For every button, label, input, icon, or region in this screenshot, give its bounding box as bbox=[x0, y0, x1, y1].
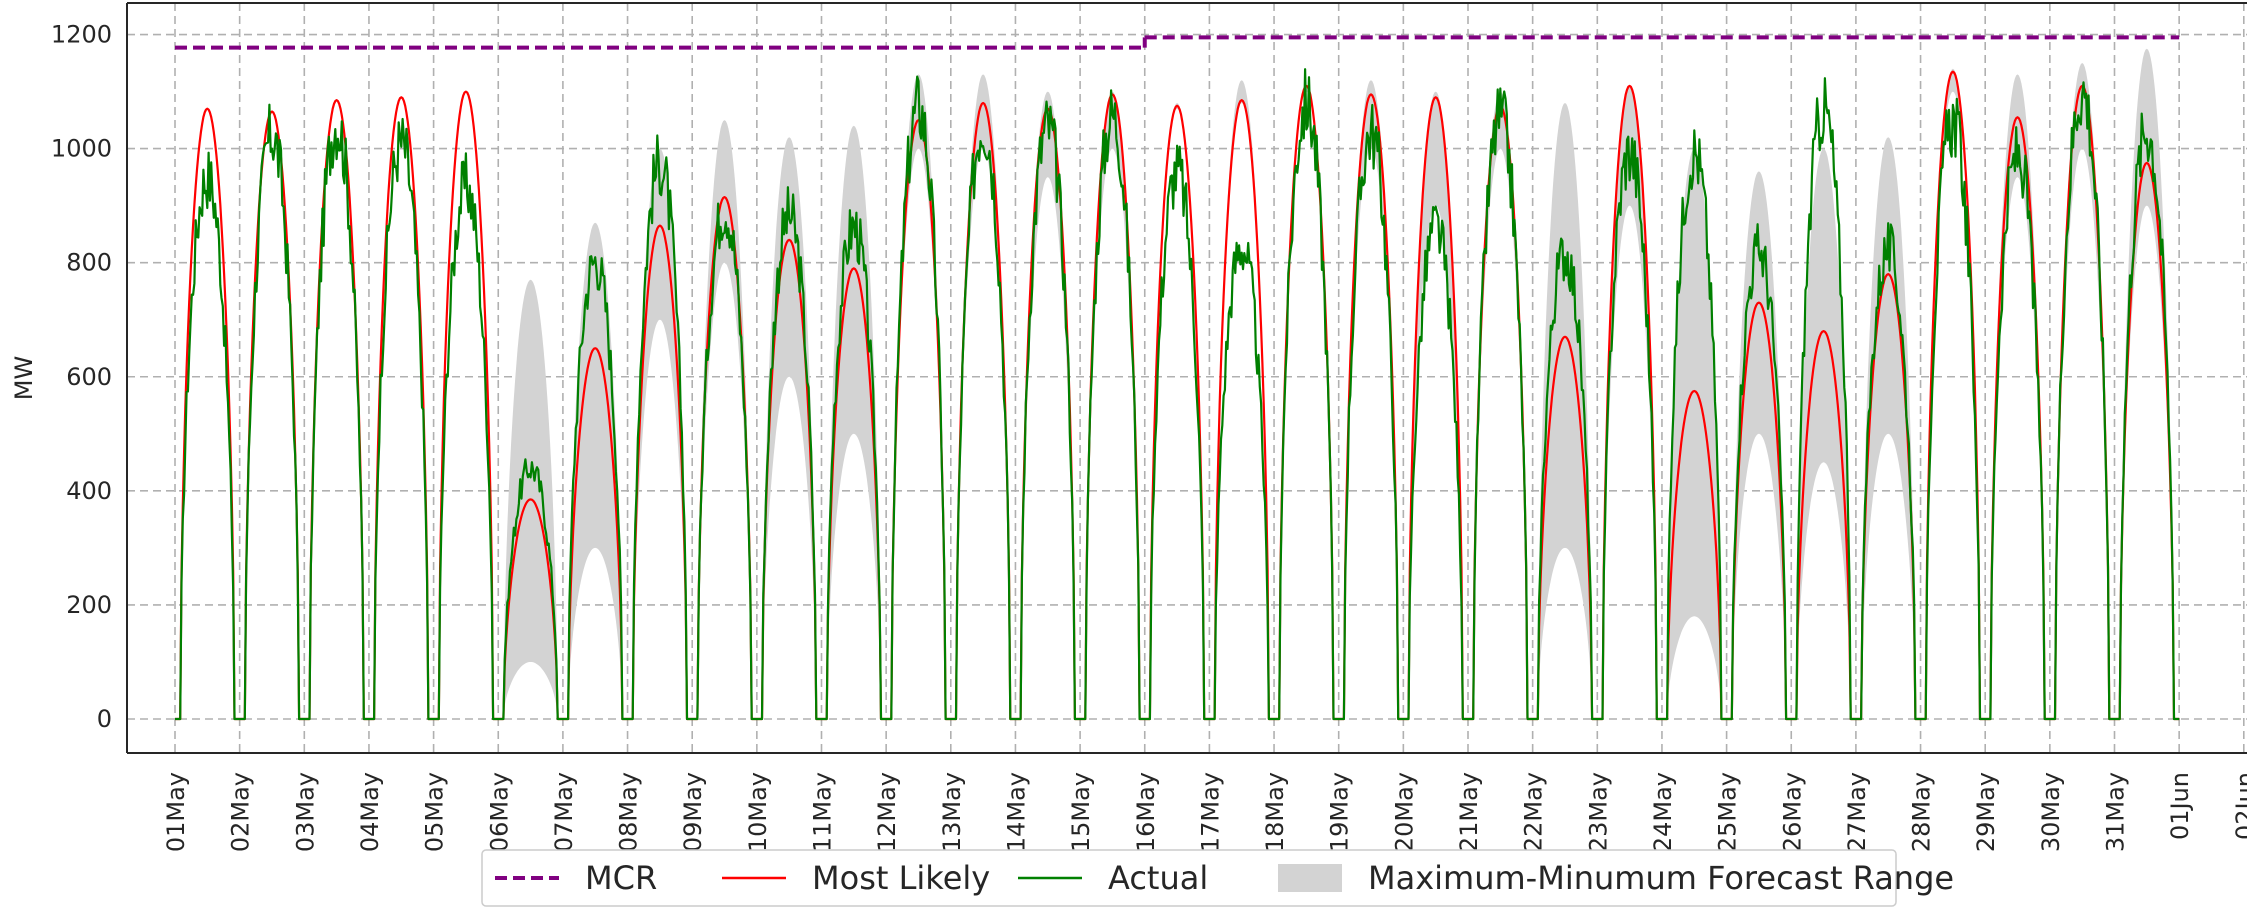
x-tick-label: 29May bbox=[1972, 772, 2000, 852]
x-tick-label: 10May bbox=[744, 772, 772, 852]
legend-label: Actual bbox=[1108, 859, 1208, 897]
x-tick-label: 05May bbox=[421, 772, 449, 852]
series-layer bbox=[175, 35, 2180, 721]
x-tick-label: 30May bbox=[2037, 772, 2065, 852]
y-tick-label: 1200 bbox=[51, 21, 112, 49]
x-tick-label: 13May bbox=[938, 772, 966, 852]
x-tick-label: 03May bbox=[291, 772, 319, 852]
x-tick-label: 11May bbox=[809, 772, 837, 852]
most-likely-line bbox=[175, 70, 2180, 721]
x-tick-label: 12May bbox=[873, 772, 901, 852]
x-tick-label: 18May bbox=[1261, 772, 1289, 852]
axes-layer: 0 200 400 600 800 1000 1200 01May 02May 03May 04Ma… bbox=[51, 2, 2247, 852]
legend-swatch bbox=[1278, 864, 1342, 892]
band-layer bbox=[175, 48, 2178, 720]
actual-line bbox=[175, 68, 2180, 721]
x-tick-label: 24May bbox=[1649, 772, 1677, 852]
x-tick-label: 02Jun bbox=[2231, 772, 2247, 840]
y-tick-label: 0 bbox=[97, 705, 112, 733]
x-tick-label: 14May bbox=[1002, 772, 1030, 852]
x-tick-label: 15May bbox=[1067, 772, 1095, 852]
x-tick-label: 23May bbox=[1584, 772, 1612, 852]
forecast-range-band bbox=[175, 48, 2178, 720]
x-tick-label: 20May bbox=[1390, 772, 1418, 852]
x-tick-label: 26May bbox=[1778, 772, 1806, 852]
x-tick-label: 17May bbox=[1196, 772, 1224, 852]
legend-label: Most Likely bbox=[812, 859, 990, 897]
x-tick-label: 21May bbox=[1455, 772, 1483, 852]
x-tick-label: 16May bbox=[1132, 772, 1160, 852]
x-tick-label: 25May bbox=[1714, 772, 1742, 852]
x-tick-label: 04May bbox=[356, 772, 384, 852]
x-tick-label: 22May bbox=[1520, 772, 1548, 852]
x-tick-label: 28May bbox=[1908, 772, 1936, 852]
y-tick-label: 400 bbox=[66, 477, 112, 505]
grid-layer bbox=[127, 3, 2247, 753]
legend: MCR Most Likely Actual Maximum-Minumum Fore… bbox=[481, 849, 1954, 907]
y-tick-label: 1000 bbox=[51, 135, 112, 163]
x-tick-label: 09May bbox=[679, 772, 707, 852]
x-tick-label: 19May bbox=[1326, 772, 1354, 852]
x-tick-label: 07May bbox=[550, 772, 578, 852]
y-tick-label: 600 bbox=[66, 363, 112, 391]
x-tick-label: 31May bbox=[2102, 772, 2130, 852]
legend-label: Maximum-Minumum Forecast Range bbox=[1368, 859, 1954, 897]
y-tick-label: 200 bbox=[66, 591, 112, 619]
x-tick-label: 01Jun bbox=[2166, 772, 2194, 840]
y-tick-label: 800 bbox=[66, 249, 112, 277]
legend-box bbox=[481, 849, 1897, 907]
x-tick-label: 27May bbox=[1843, 772, 1871, 852]
legend-label: MCR bbox=[585, 859, 657, 897]
x-tick-label: 06May bbox=[485, 772, 513, 852]
x-tick-label: 01May bbox=[162, 772, 190, 852]
y-axis-title: MW bbox=[10, 356, 38, 400]
x-tick-label: 08May bbox=[615, 772, 643, 852]
x-tick-label: 02May bbox=[227, 772, 255, 852]
